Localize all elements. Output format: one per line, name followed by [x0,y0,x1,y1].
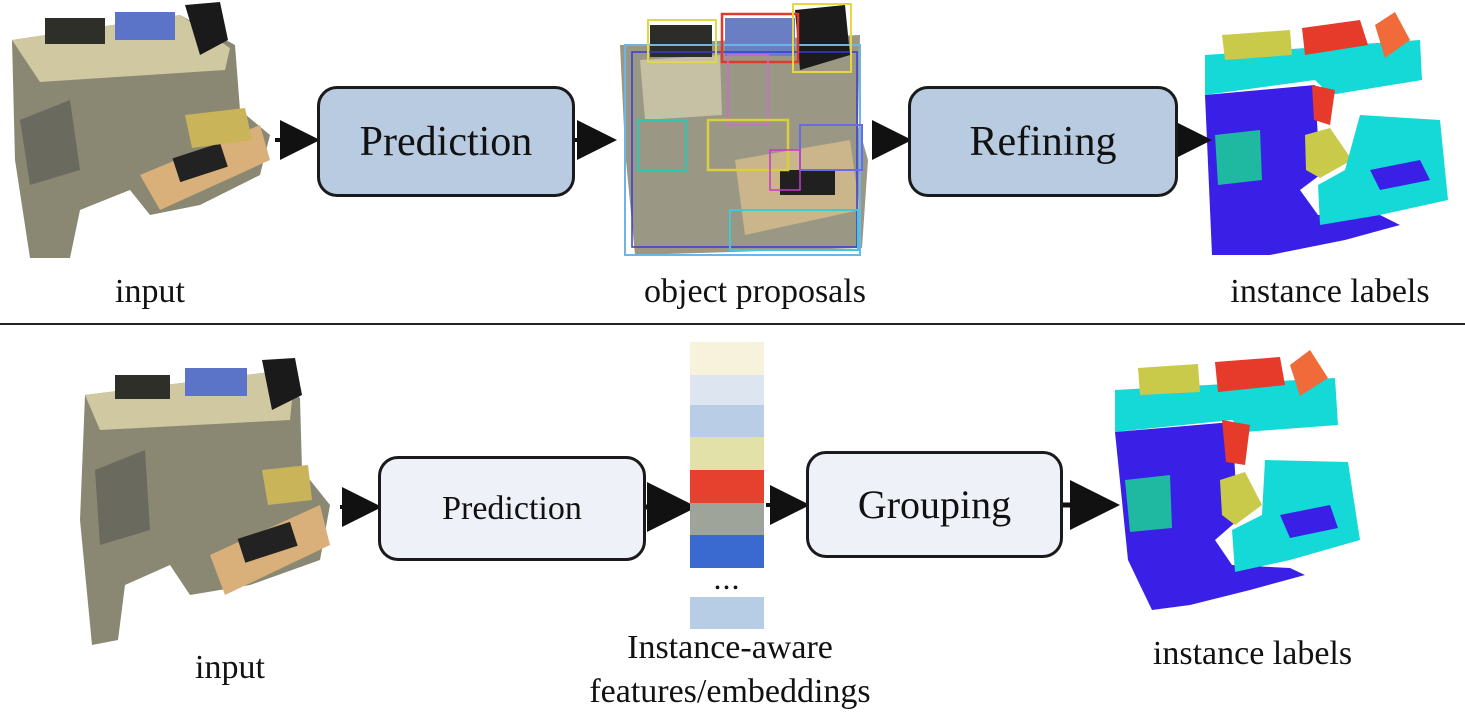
feature-cell-1 [690,342,764,375]
feature-cell-2 [690,375,764,405]
top-output-caption: instance labels [1230,273,1430,310]
top-refining-box: Refining [908,86,1178,197]
bottom-input-caption: input [195,649,265,686]
feature-cell-8 [690,597,764,629]
row-divider [0,323,1465,325]
feature-cell-6 [690,503,764,535]
feature-cell-7 [690,535,764,568]
bottom-input-pointcloud [80,358,330,645]
bottom-prediction-box: Prediction [378,456,646,561]
top-input-caption: input [115,273,185,310]
top-input-pointcloud [12,2,270,258]
top-proposals-pointcloud [620,3,868,256]
bottom-output-caption: instance labels [1152,635,1353,672]
top-refining-label: Refining [969,118,1117,165]
top-prediction-box: Prediction [317,86,575,197]
feature-cell-5 [690,470,764,503]
feature-cell-3 [690,405,764,437]
features-caption-line2: features/embeddings [589,673,871,710]
bottom-instance-labels [1115,350,1360,610]
bottom-grouping-label: Grouping [857,482,1012,527]
feature-cell-4 [690,437,764,470]
bottom-grouping-box: Grouping [806,451,1063,558]
bottom-prediction-label: Prediction [442,489,582,527]
features-caption-line1: Instance-aware [627,629,833,666]
top-proposals-caption: object proposals [644,273,866,310]
feature-ellipsis: ... [713,560,741,596]
top-prediction-label: Prediction [359,118,533,165]
top-instance-labels [1205,12,1448,255]
